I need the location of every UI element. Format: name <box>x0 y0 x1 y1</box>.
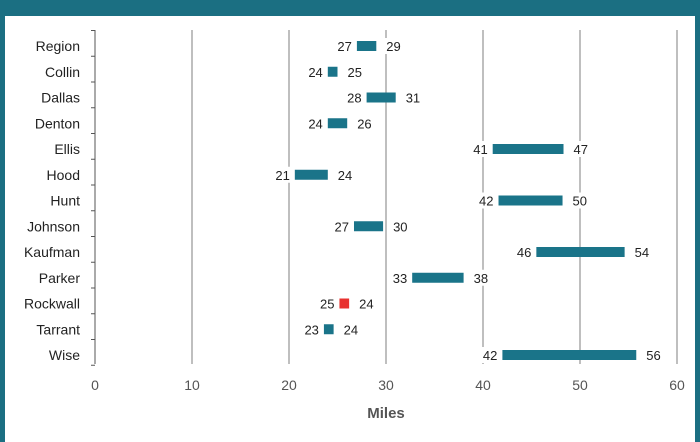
end-label-bg-hood <box>336 166 357 183</box>
bar-kaufman <box>536 247 625 257</box>
start-label-bg-collin <box>304 63 325 80</box>
bar-hunt <box>498 195 563 206</box>
category-label-parker: Parker <box>39 270 81 286</box>
start-label-denton: 24 <box>308 116 322 131</box>
end-label-bg-wise <box>645 347 666 363</box>
start-label-bg-johnson <box>330 218 351 235</box>
bar-ellis <box>492 144 564 154</box>
start-label-tarrant: 23 <box>304 322 318 337</box>
bar-tarrant <box>323 324 334 335</box>
end-label-wise: 56 <box>646 348 660 363</box>
start-label-hunt: 42 <box>479 194 493 209</box>
end-label-tarrant: 24 <box>344 322 358 337</box>
bars <box>294 41 637 360</box>
category-label-johnson: Johnson <box>27 218 80 234</box>
category-label-tarrant: Tarrant <box>36 321 80 337</box>
category-label-region: Region <box>36 38 80 54</box>
x-tick-label-40: 40 <box>475 377 491 393</box>
start-label-bg-hood <box>271 166 292 183</box>
category-label-ellis: Ellis <box>54 141 80 157</box>
start-label-rockwall: 25 <box>320 297 334 312</box>
end-label-johnson: 30 <box>393 219 407 234</box>
end-label-collin: 25 <box>348 65 362 80</box>
start-label-bg-ellis <box>469 141 490 157</box>
end-label-bg-collin <box>346 63 367 80</box>
category-label-kaufman: Kaufman <box>24 244 80 260</box>
bar-rockwall <box>339 298 350 309</box>
end-label-rockwall: 24 <box>359 297 373 312</box>
start-label-bg-tarrant <box>300 321 321 338</box>
start-label-region: 27 <box>337 39 351 54</box>
end-label-parker: 38 <box>474 271 488 286</box>
start-label-bg-rockwall <box>316 295 337 312</box>
end-label-bg-johnson <box>392 218 413 235</box>
category-label-denton: Denton <box>35 115 80 131</box>
end-label-region: 29 <box>386 39 400 54</box>
end-label-hunt: 50 <box>573 194 587 209</box>
start-label-johnson: 27 <box>335 219 349 234</box>
start-label-dallas: 28 <box>347 91 361 106</box>
category-label-hunt: Hunt <box>50 193 80 209</box>
end-label-hood: 24 <box>338 168 352 183</box>
start-label-bg-region <box>333 38 354 54</box>
x-tick-label-0: 0 <box>91 377 99 393</box>
end-label-bg-parker <box>472 269 493 286</box>
start-label-bg-hunt <box>475 192 496 209</box>
bar-wise <box>502 350 637 360</box>
end-label-bg-kaufman <box>633 244 654 260</box>
start-label-ellis: 41 <box>473 142 487 157</box>
start-label-bg-parker <box>389 269 410 286</box>
end-label-bg-tarrant <box>342 321 363 338</box>
start-label-bg-dallas <box>343 89 364 106</box>
bar-collin <box>327 66 338 77</box>
end-label-bg-rockwall <box>358 295 379 312</box>
x-tick-label-20: 20 <box>281 377 297 393</box>
start-label-collin: 24 <box>308 65 322 80</box>
end-label-ellis: 47 <box>574 142 588 157</box>
start-label-bg-kaufman <box>513 244 534 260</box>
bar-parker <box>412 272 464 283</box>
x-tick-label-10: 10 <box>184 377 200 393</box>
start-label-hood: 21 <box>275 168 289 183</box>
bar-johnson <box>353 221 384 232</box>
end-label-bg-region <box>385 38 406 54</box>
bar-hood <box>294 169 328 180</box>
end-label-bg-denton <box>356 115 377 132</box>
end-label-kaufman: 54 <box>635 245 649 260</box>
x-tick-label-50: 50 <box>572 377 588 393</box>
x-axis-title: Miles <box>367 405 405 422</box>
category-label-hood: Hood <box>47 167 80 183</box>
end-label-bg-ellis <box>572 141 593 157</box>
category-label-collin: Collin <box>45 64 80 80</box>
x-tick-label-30: 30 <box>378 377 394 393</box>
end-label-bg-hunt <box>571 192 592 209</box>
start-label-bg-wise <box>479 347 500 363</box>
start-label-wise: 42 <box>483 348 497 363</box>
category-label-wise: Wise <box>49 347 80 363</box>
start-label-bg-denton <box>304 115 325 132</box>
start-label-kaufman: 46 <box>517 245 531 260</box>
x-tick-label-60: 60 <box>669 377 685 393</box>
end-label-denton: 26 <box>357 116 371 131</box>
category-label-dallas: Dallas <box>41 90 80 106</box>
start-label-parker: 33 <box>393 271 407 286</box>
bar-dallas <box>366 92 396 103</box>
bar-denton <box>327 118 348 129</box>
category-label-rockwall: Rockwall <box>24 296 80 312</box>
end-label-bg-dallas <box>404 89 425 106</box>
end-label-dallas: 31 <box>406 91 420 106</box>
labels: 0 10 20 30 40 50 60 Region 27 29 Collin 24 25 Dallas 2… <box>24 38 685 393</box>
bar-region <box>356 41 377 51</box>
